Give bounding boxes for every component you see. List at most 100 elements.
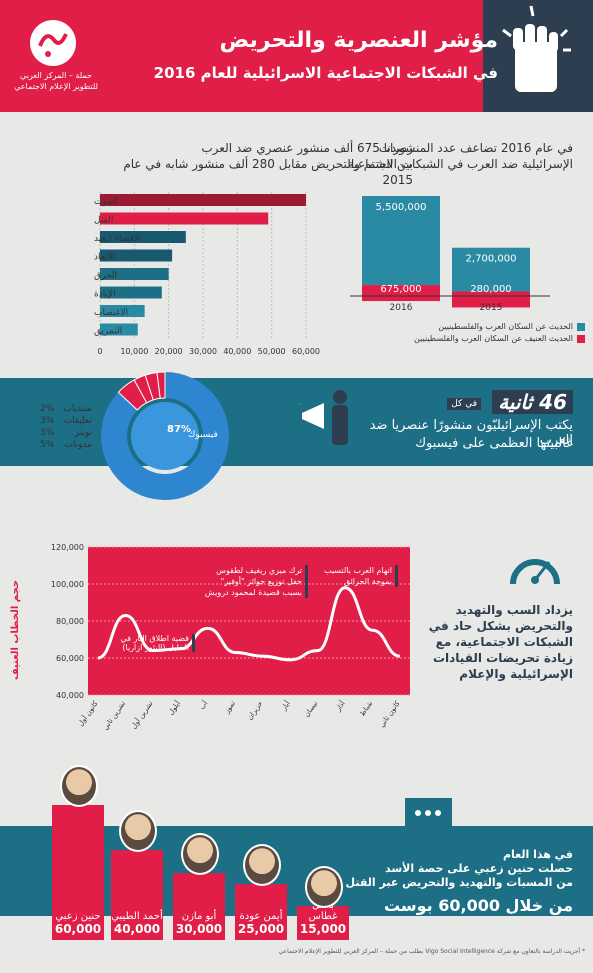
platform-row: مدونات 5% xyxy=(40,440,92,450)
legend-swatch xyxy=(577,334,585,343)
hbar-category-label: الابعاد xyxy=(94,253,115,263)
stack-bar-general xyxy=(362,196,440,286)
donut-slice xyxy=(156,371,166,399)
hbar-chart: 0 10,000 20,000 30,000 40,000 50,000 60,000 الم… xyxy=(94,192,320,356)
stack-bar-violent xyxy=(362,285,440,302)
donut-center xyxy=(131,402,199,470)
legend-label: الحديث العنيف عن السكان العرب والفلسطيني… xyxy=(414,334,573,343)
legend-item-violent: الحديث العنيف عن السكان العرب والفلسطيني… xyxy=(365,334,585,343)
hamla-logo-icon xyxy=(30,20,76,66)
facebook-label: فيسبوك xyxy=(188,430,218,440)
stack-caption-2: الإسرائيلية ضد العرب في الشبكات الاجتماع… xyxy=(347,157,573,171)
platform-list: منتديات 2% تعليقات 3% تويتر 3% مدونات 5% xyxy=(40,404,92,452)
hbar-bar xyxy=(100,231,186,243)
hbar-tick-label: 0 xyxy=(97,347,102,356)
hbar-category-label: الاغتصاب xyxy=(94,308,128,318)
hbar-bar xyxy=(100,268,169,280)
hbar-category-label: التمزيق xyxy=(94,327,122,337)
line-ytick-label: 60,000 xyxy=(56,654,84,663)
line-xtick-label: أيلول xyxy=(166,699,182,716)
hbar-category-label: القتل xyxy=(94,216,113,226)
hbar-bar xyxy=(100,305,145,317)
hbar-bar xyxy=(100,323,138,336)
line-ytick-label: 120,000 xyxy=(51,543,84,552)
hbar-tick-label: 30,000 xyxy=(189,347,217,356)
line-xtick-label: تموز xyxy=(222,700,237,716)
hbar-tick-label: 60,000 xyxy=(292,347,320,356)
stack-value-label: 675,000 xyxy=(380,284,421,295)
line-series xyxy=(97,586,401,662)
stack-value-label: 2,700,000 xyxy=(466,254,517,265)
legend-item-general: الحديث عن السكان العرب والفلسطينيين xyxy=(365,322,585,331)
logo-caption: حملة – المركز العربي للتطوير الإعلام الا… xyxy=(14,71,98,91)
line-xtick-label: حزيران xyxy=(246,700,265,722)
stack-caption-1: في عام 2016 تضاعف عدد المنشورات xyxy=(378,141,573,155)
line-side-text: يزداد السب والتهديد والتحريض بشكل حاد في… xyxy=(428,603,573,681)
legend-label: الحديث عن السكان العرب والفلسطينيين xyxy=(438,322,573,331)
posts-count-text: من خلال 60,000 بوست xyxy=(383,896,573,915)
hbar-bar xyxy=(100,286,162,299)
politicians-text: في هذا العام حصلت حنين زعبي على حصة الأس… xyxy=(345,848,573,889)
band-line-2: غالبيتها العظمى على فيسبوك xyxy=(415,436,573,451)
hbar-tick-label: 10,000 xyxy=(120,347,148,356)
seconds-badge: 46 ثانية xyxy=(492,390,573,414)
hbar-tick-label: 20,000 xyxy=(155,347,183,356)
hbar-category-label: الاقصاء (بعيد xyxy=(94,234,141,244)
legend-swatch xyxy=(577,322,585,331)
speedometer-icon xyxy=(510,559,560,585)
violence-line-chart: 40,000 60,000 80,000 100,000 120,000 كانون ثا… xyxy=(51,543,410,732)
hbar-caption-2: بين الشتم والتحريض مقابل 280 ألف منشور ش… xyxy=(123,157,413,187)
page-subtitle: في الشبكات الاجتماعية الاسرائيلية للعام … xyxy=(153,64,498,82)
stack-category-label: 2016 xyxy=(390,303,413,313)
donut-slice xyxy=(100,372,229,500)
hbar-bar xyxy=(100,212,269,225)
line-ytick-label: 100,000 xyxy=(51,580,84,589)
line-xtick-label: تشرين أول xyxy=(129,699,155,730)
platform-donut-chart: 87% xyxy=(100,371,229,500)
speech-bubble-icon xyxy=(405,798,452,840)
header-fist-panel xyxy=(483,0,593,112)
megaphone-person-icon xyxy=(300,390,348,445)
hbar-tick-label: 40,000 xyxy=(223,347,251,356)
donut-center-pct: 87% xyxy=(167,424,191,435)
annotation-hebron: قضية اطلاق النار في الخليل (اليئور ازاري… xyxy=(105,634,195,652)
band-line-1: يكتب الإسرائيليّون منشورًا عنصريا ضد الع… xyxy=(369,418,573,448)
stack-bar-general xyxy=(452,247,530,292)
platform-row: منتديات 2% xyxy=(40,404,92,414)
line-xtick-label: آب xyxy=(197,698,210,711)
politician-portrait xyxy=(60,765,98,807)
annotation-regev: ترك ميري ريغيف لطقوس حفل توزيع جوائز "أو… xyxy=(198,565,308,598)
line-xtick-label: أيار xyxy=(278,699,291,713)
raised-fist-icon xyxy=(502,5,571,92)
politician-value: 15,000 xyxy=(299,922,347,936)
hbar-category-label: الحرق xyxy=(94,271,117,281)
footnote: * أجريت الدراسة بالتعاون مع شركة Vigo So… xyxy=(278,948,585,955)
stack-legend: الحديث عن السكان العرب والفلسطينيين الحد… xyxy=(365,322,585,343)
annotation-fires: اتهام العرب بالتسبب بموجة الحرائق xyxy=(318,565,398,587)
politician-value: 25,000 xyxy=(237,922,285,936)
hbar-bar xyxy=(100,194,306,206)
hbar-bar xyxy=(100,249,173,262)
stack-value-label: 280,000 xyxy=(470,284,511,295)
stack-bar-violent xyxy=(452,291,530,308)
line-xtick-label: شباط xyxy=(358,699,374,717)
line-xtick-label: تشرين ثاني xyxy=(101,700,127,732)
platform-row: تويتر 3% xyxy=(40,428,92,438)
stack-category-label: 2015 xyxy=(480,303,503,313)
line-xtick-label: كانون أول xyxy=(76,698,100,727)
stacked-bar-chart: 5,500,000 675,000 2016 2,700,000 280,000 2015 xyxy=(350,196,550,313)
line-yaxis-title: حجم الخطاب العنيف xyxy=(10,579,21,681)
stack-value-label: 5,500,000 xyxy=(376,202,427,213)
line-xtick-label: آذار xyxy=(333,698,348,713)
line-ytick-label: 80,000 xyxy=(56,617,84,626)
line-xtick-label: كانون ثاني xyxy=(378,699,402,729)
platform-row: تعليقات 3% xyxy=(40,416,92,426)
politician-value: 60,000 xyxy=(54,922,102,936)
politician-value: 40,000 xyxy=(113,922,161,936)
hbar-category-label: الموت xyxy=(94,197,118,207)
every-label: في كل xyxy=(447,398,481,410)
hbar-caption-1: رصدنا 675 ألف منشور عنصري ضد العرب xyxy=(201,141,413,155)
hbar-tick-label: 50,000 xyxy=(258,347,286,356)
page-title: مؤشر العنصرية والتحريض xyxy=(219,28,499,53)
politician-value: 30,000 xyxy=(175,922,223,936)
